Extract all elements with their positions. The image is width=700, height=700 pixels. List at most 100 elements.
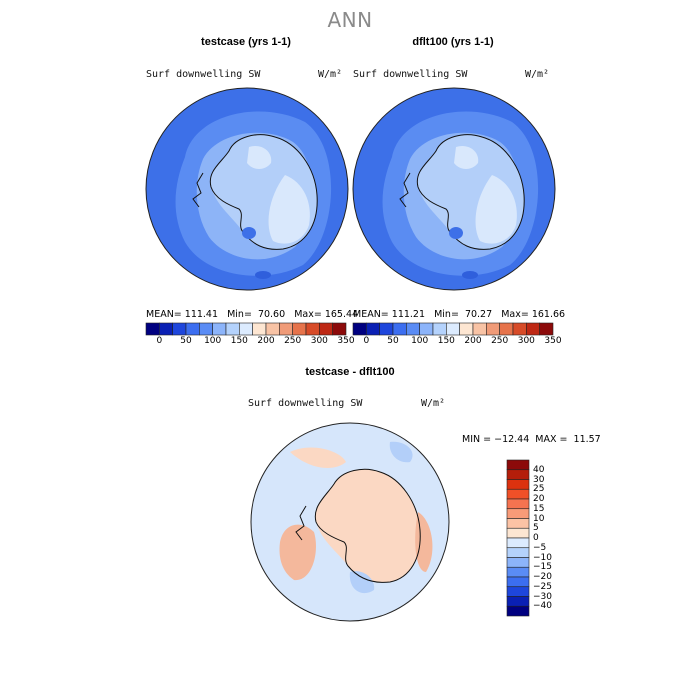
colorbar-swatch bbox=[432, 322, 447, 336]
figure-title: ANN bbox=[327, 8, 373, 32]
colorbar-tick-label: 50 bbox=[387, 336, 399, 346]
colorbar-swatch bbox=[506, 488, 530, 500]
dark-ocean-patch bbox=[462, 271, 478, 279]
panel-2-colorbar bbox=[352, 322, 554, 336]
diff-positive-land bbox=[315, 469, 421, 583]
diff-negative-patch bbox=[349, 571, 375, 594]
colorbar-swatch bbox=[446, 322, 460, 336]
panel-1-polar-map bbox=[145, 87, 349, 291]
colorbar-level-label: 10 bbox=[533, 513, 545, 524]
colorbar-swatch bbox=[239, 322, 253, 336]
colorbar-swatch bbox=[506, 459, 530, 471]
plateau-west bbox=[454, 145, 479, 169]
colorbar-swatch bbox=[506, 605, 530, 617]
colorbar-swatch bbox=[472, 322, 487, 336]
colorbar-swatch bbox=[419, 322, 434, 336]
colorbar-swatch bbox=[499, 322, 514, 336]
colorbar-level-label: 15 bbox=[533, 503, 545, 514]
colorbar-tick-label: 200 bbox=[464, 336, 482, 346]
diff-negative-patch-2 bbox=[389, 441, 413, 463]
coastline bbox=[399, 134, 525, 250]
colorbar-swatch bbox=[292, 322, 307, 336]
colorbar-tick-label: 250 bbox=[491, 336, 509, 346]
colorbar-swatch bbox=[159, 322, 173, 336]
dark-ocean-patch-2 bbox=[449, 227, 463, 239]
panel-1-colorbar-ticks: 0 50 100 150 200 250 300 350 bbox=[146, 336, 354, 348]
colorbar-tick-label: 350 bbox=[337, 336, 355, 346]
colorbar-swatch bbox=[506, 518, 530, 529]
panel-2-polar-map bbox=[352, 87, 556, 291]
colorbar-swatch bbox=[506, 557, 530, 568]
colorbar-tick-label: 250 bbox=[284, 336, 302, 346]
panel-3-colorbar-labels: 40 30 25 20 15 10 5 0 −5 −10 −15 −20 −25 −30 −40 bbox=[533, 460, 573, 616]
colorbar-tick-label: 100 bbox=[411, 336, 429, 346]
colorbar-swatch bbox=[279, 322, 293, 336]
colorbar-swatch bbox=[265, 322, 280, 336]
panel-2-stats: MEAN= 111.21 Min= 70.27 Max= 161.66 bbox=[353, 309, 566, 320]
colorbar-swatch bbox=[512, 322, 527, 336]
colorbar-swatch bbox=[506, 527, 530, 539]
colorbar-level-label: −15 bbox=[533, 562, 552, 573]
coastline bbox=[295, 468, 421, 583]
panel-1-colorbar bbox=[145, 322, 347, 336]
colorbar-swatch bbox=[319, 322, 333, 336]
panel-1-title: testcase (yrs 1-1) bbox=[201, 36, 291, 48]
colorbar-level-label: 5 bbox=[533, 523, 539, 534]
colorbar-tick-label: 300 bbox=[310, 336, 328, 346]
colorbar-swatch bbox=[225, 322, 240, 336]
panel-2-colorbar-ticks: 0 50 100 150 200 250 300 350 bbox=[353, 336, 561, 348]
diff-positive-north bbox=[290, 447, 346, 468]
colorbar-swatch bbox=[212, 322, 227, 336]
colorbar-swatch bbox=[486, 322, 500, 336]
coastline bbox=[192, 134, 318, 250]
colorbar-swatch bbox=[199, 322, 213, 336]
panel-3-colorbar bbox=[506, 459, 530, 617]
colorbar-swatch bbox=[526, 322, 540, 336]
colorbar-swatch bbox=[506, 537, 530, 549]
colorbar-tick-label: 0 bbox=[156, 336, 163, 346]
colorbar-tick-label: 200 bbox=[257, 336, 275, 346]
colorbar-swatch bbox=[305, 322, 320, 336]
colorbar-swatch bbox=[506, 586, 530, 597]
high-plateau bbox=[475, 175, 517, 244]
panel-2-variable-label: Surf downwelling SW bbox=[353, 69, 468, 80]
colorbar-swatch bbox=[185, 322, 200, 336]
colorbar-level-label: −40 bbox=[533, 601, 552, 612]
colorbar-level-label: −30 bbox=[533, 591, 552, 602]
colorbar-tick-label: 150 bbox=[230, 336, 248, 346]
colorbar-swatch bbox=[392, 322, 407, 336]
colorbar-level-label: 30 bbox=[533, 474, 545, 485]
colorbar-swatch bbox=[145, 322, 160, 336]
colorbar-tick-label: 50 bbox=[180, 336, 192, 346]
colorbar-swatch bbox=[406, 322, 420, 336]
panel-1-stats: MEAN= 111.41 Min= 70.60 Max= 165.44 bbox=[146, 309, 359, 320]
panel-3-variable-label: Surf downwelling SW bbox=[248, 398, 363, 409]
colorbar-swatch bbox=[506, 596, 530, 607]
colorbar-level-label: 25 bbox=[533, 484, 545, 495]
colorbar-swatch bbox=[172, 322, 187, 336]
colorbar-swatch bbox=[506, 469, 530, 480]
panel-3-stats: MIN = −12.44 MAX = 11.57 bbox=[462, 434, 601, 445]
diff-positive-west bbox=[279, 524, 316, 581]
panel-3-title: testcase - dflt100 bbox=[305, 366, 395, 378]
colorbar-level-label: −20 bbox=[533, 572, 552, 582]
colorbar-swatch bbox=[366, 322, 380, 336]
panel-3-difference-map bbox=[250, 422, 450, 622]
colorbar-level-label: 0 bbox=[533, 533, 539, 543]
colorbar-swatch bbox=[506, 547, 530, 558]
colorbar-swatch bbox=[459, 322, 474, 336]
colorbar-tick-label: 150 bbox=[437, 336, 455, 346]
colorbar-tick-label: 300 bbox=[517, 336, 535, 346]
colorbar-level-label: 40 bbox=[533, 464, 545, 475]
dark-ocean-patch-2 bbox=[242, 227, 256, 239]
colorbar-level-label: −5 bbox=[533, 542, 547, 553]
colorbar-swatch bbox=[539, 322, 554, 336]
colorbar-swatch bbox=[506, 576, 530, 588]
high-plateau bbox=[268, 175, 310, 244]
colorbar-level-label: 20 bbox=[533, 494, 545, 504]
colorbar-swatch bbox=[506, 498, 530, 510]
panel-2-title: dflt100 (yrs 1-1) bbox=[412, 36, 494, 48]
colorbar-level-label: −25 bbox=[533, 581, 552, 592]
colorbar-level-label: −10 bbox=[533, 552, 552, 563]
dark-ocean-patch bbox=[255, 271, 271, 279]
